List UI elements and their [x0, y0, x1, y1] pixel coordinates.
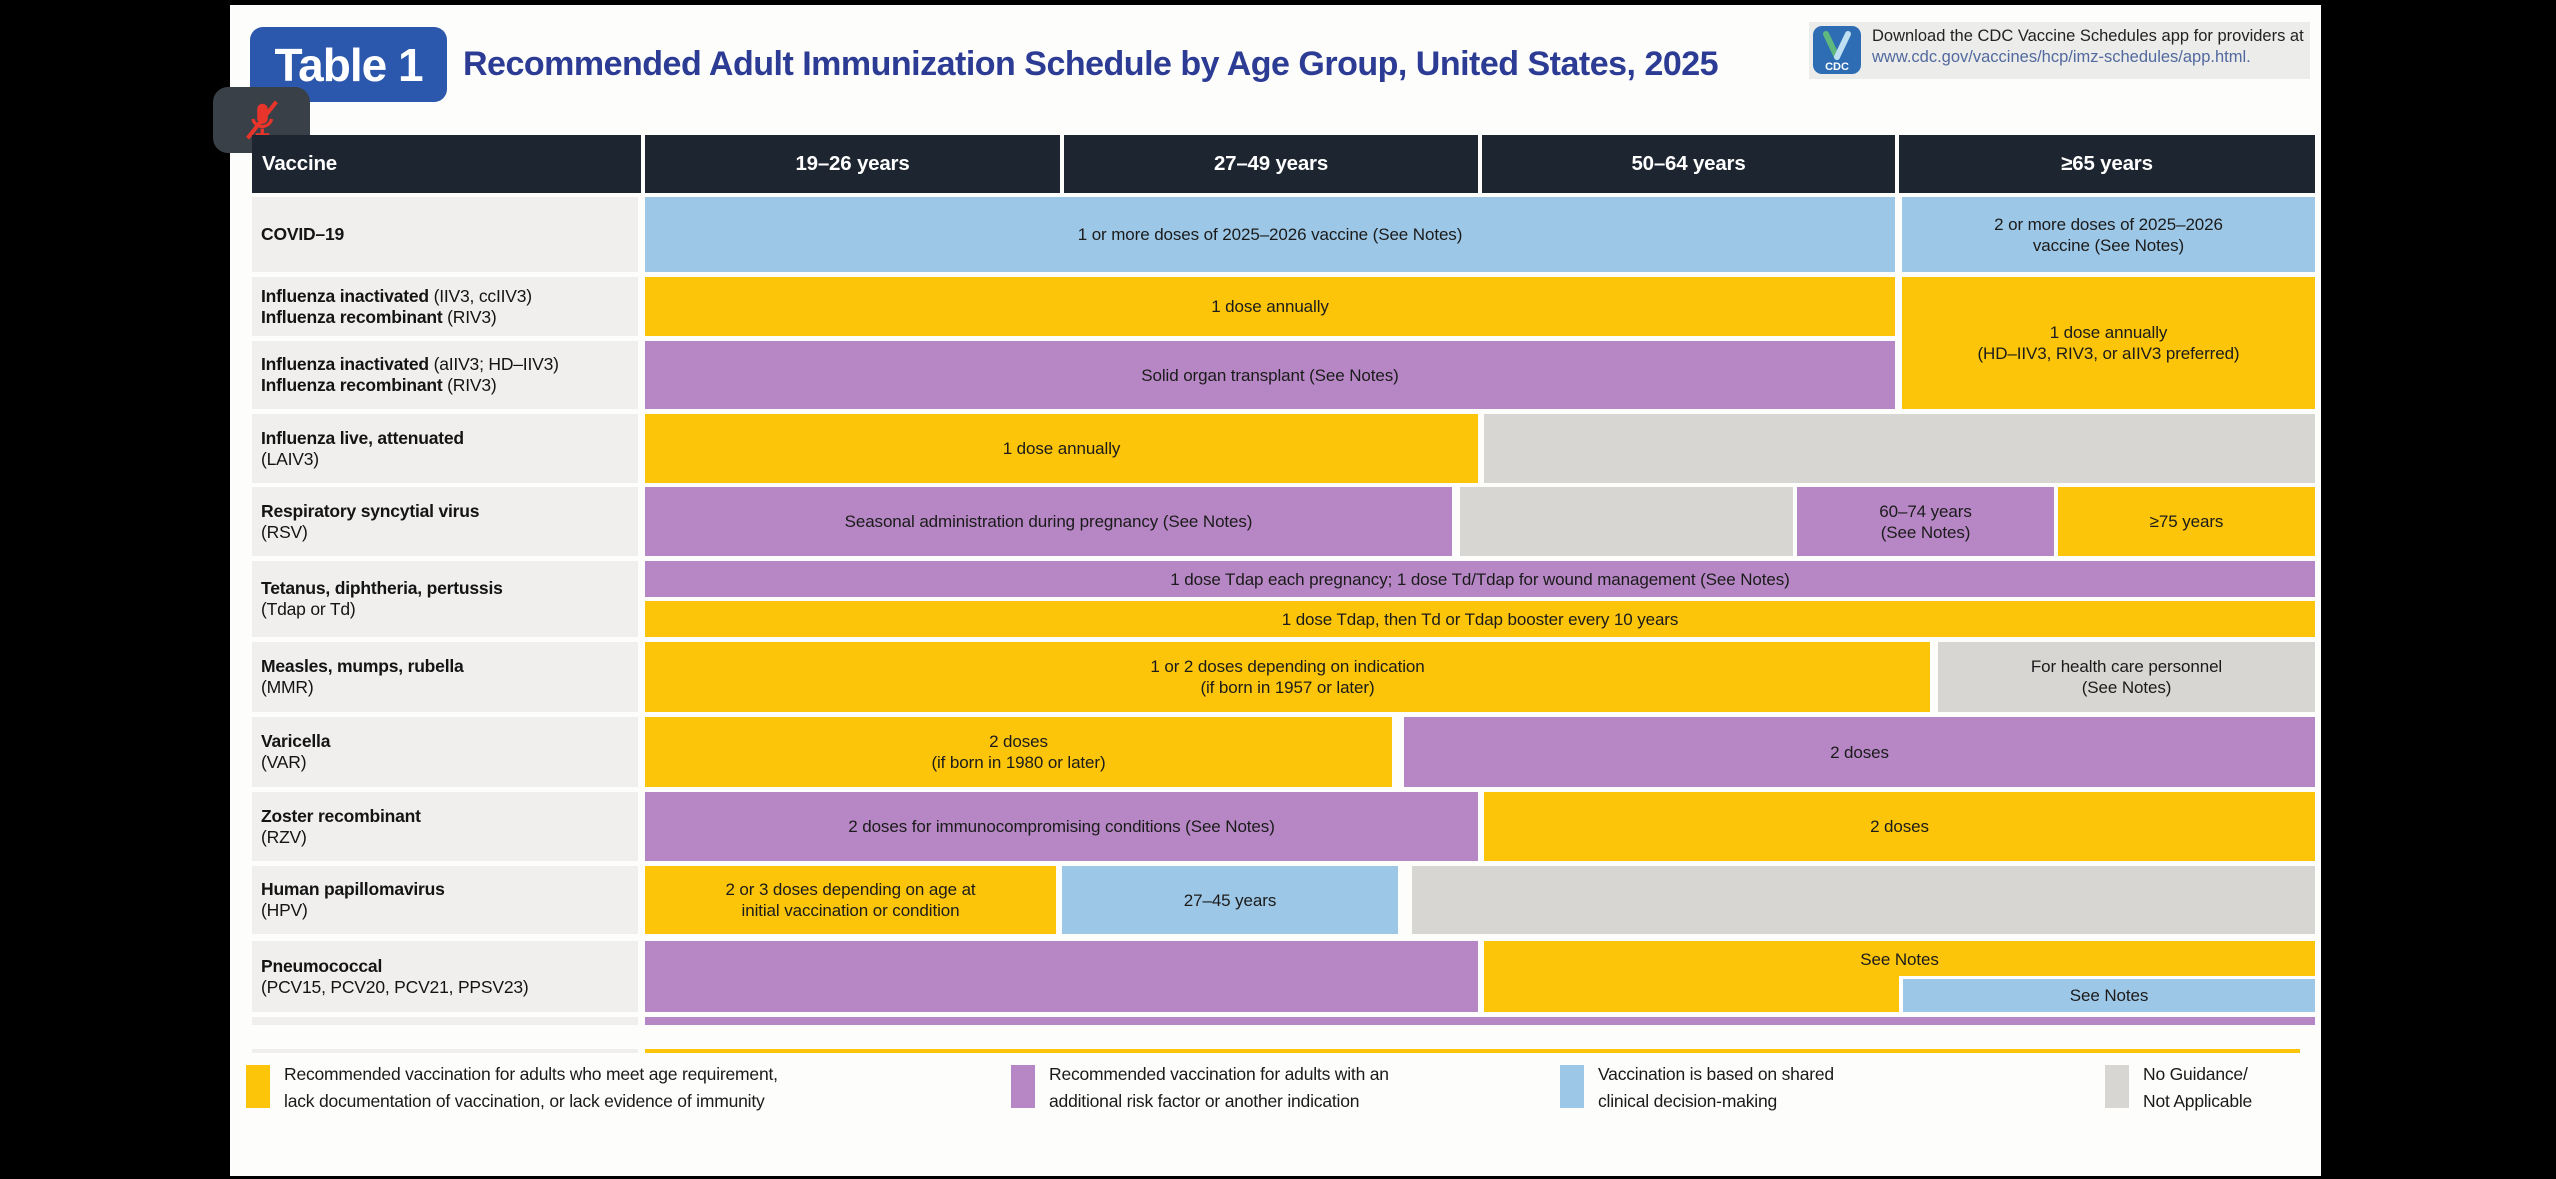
mic-muted-icon — [245, 100, 278, 140]
bar-var-2doses-risk: 2 doses — [1404, 717, 2315, 787]
bar-tdap-pregnancy: 1 dose Tdap each pregnancy; 1 dose Td/Td… — [645, 561, 2315, 597]
legend-text-recommended: Recommended vaccination for adults who m… — [284, 1064, 778, 1111]
bar-hpv-no-guidance — [1412, 866, 2315, 934]
bar-rsv-75plus: ≥75 years — [2058, 487, 2315, 556]
vaccine-name: Zoster recombinant — [261, 805, 421, 826]
row-label-hpv: Human papillomavirus (HPV) — [252, 866, 638, 934]
app-promo-text: Download the CDC Vaccine Schedules app f… — [1872, 26, 2304, 68]
bar-cropped-purple-sliver — [645, 1017, 2315, 1025]
vaccine-name: Influenza inactivated — [261, 285, 429, 306]
column-header-27-49: 27–49 years — [1064, 135, 1478, 193]
svg-text:CDC: CDC — [1825, 61, 1849, 73]
row-label-rsv: Respiratory syncytial virus (RSV) — [252, 487, 638, 556]
legend-swatch-recommended — [246, 1065, 270, 1108]
bar-flu-transplant: Solid organ transplant (See Notes) — [645, 341, 1895, 409]
bar-hpv-27-45: 27–45 years — [1062, 866, 1398, 934]
bar-laiv-annual: 1 dose annually — [645, 414, 1478, 483]
column-header-65plus: ≥65 years — [1899, 135, 2315, 193]
page-title: Recommended Adult Immunization Schedule … — [463, 45, 1719, 83]
row-label-mmr: Measles, mumps, rubella (MMR) — [252, 642, 638, 712]
bar-hpv-doses: 2 or 3 doses depending on age at initial… — [645, 866, 1056, 934]
legend-text-shared-decision: Vaccination is based on shared clinical … — [1598, 1064, 1834, 1111]
bar-rzv-immunocompromising: 2 doses for immunocompromising condition… — [645, 792, 1478, 861]
vaccine-name: Respiratory syncytial virus — [261, 500, 480, 521]
vaccine-name: Tetanus, diphtheria, pertussis — [261, 578, 503, 598]
vaccine-name: COVID–19 — [261, 224, 345, 244]
bar-covid-19-64: 1 or more doses of 2025–2026 vaccine (Se… — [645, 197, 1895, 272]
bar-tdap-booster: 1 dose Tdap, then Td or Tdap booster eve… — [645, 601, 2315, 637]
bar-mmr-hcp: For health care personnel (See Notes) — [1938, 642, 2315, 712]
bar-rsv-no-guidance — [1460, 487, 1793, 556]
row-label-influenza-iiv3: Influenza inactivated (IIV3, ccIIV3) Inf… — [252, 277, 638, 336]
column-header-50-64: 50–64 years — [1482, 135, 1895, 193]
row-label-influenza-aiiv3: Influenza inactivated (aIIV3; HD–IIV3) I… — [252, 341, 638, 409]
vaccine-name: Measles, mumps, rubella — [261, 656, 464, 676]
bar-flu-annual-65plus: 1 dose annually (HD–IIV3, RIV3, or aIIV3… — [1902, 277, 2315, 409]
bar-covid-65plus: 2 or more doses of 2025–2026 vaccine (Se… — [1902, 197, 2315, 272]
row-label-sliver2 — [252, 1049, 638, 1053]
bar-rzv-2doses: 2 doses — [1484, 792, 2315, 861]
bar-cropped-yellow-line — [645, 1049, 2300, 1053]
legend-swatch-shared-decision — [1560, 1065, 1584, 1108]
bar-pneumo-risk — [645, 941, 1478, 1012]
row-label-sliver — [252, 1017, 638, 1025]
legend-text-risk-factor: Recommended vaccination for adults with … — [1049, 1064, 1389, 1111]
row-label-var: Varicella (VAR) — [252, 717, 638, 787]
vaccine-name: Pneumococcal — [261, 955, 383, 976]
app-promo-line1: Download the CDC Vaccine Schedules app f… — [1872, 27, 2304, 45]
vaccine-name: Varicella — [261, 731, 331, 751]
legend-swatch-risk-factor — [1011, 1065, 1035, 1108]
bar-mmr-doses: 1 or 2 doses depending on indication (if… — [645, 642, 1930, 712]
row-label-pneumococcal: Pneumococcal (PCV15, PCV20, PCV21, PPSV2… — [252, 941, 638, 1012]
row-label-tdap: Tetanus, diphtheria, pertussis (Tdap or … — [252, 561, 638, 637]
bar-flu-annual-19-64: 1 dose annually — [645, 277, 1895, 336]
vaccine-name: Influenza live, attenuated — [261, 427, 464, 448]
row-label-covid19: COVID–19 — [252, 197, 638, 272]
app-promo-box — [1809, 22, 2310, 79]
app-promo-link[interactable]: www.cdc.gov/vaccines/hcp/imz-schedules/a… — [1872, 48, 2251, 66]
legend-swatch-no-guidance — [2105, 1065, 2129, 1108]
column-header-vaccine: Vaccine — [252, 135, 641, 193]
bar-rsv-pregnancy: Seasonal administration during pregnancy… — [645, 487, 1452, 556]
legend-text-no-guidance: No Guidance/ Not Applicable — [2143, 1064, 2253, 1111]
bar-var-2doses-1980: 2 doses (if born in 1980 or later) — [645, 717, 1392, 787]
row-label-rzv: Zoster recombinant (RZV) — [252, 792, 638, 861]
vaccine-name: Influenza inactivated — [261, 354, 429, 374]
bar-laiv-no-guidance — [1484, 414, 2315, 483]
bar-pneumo-see-notes-blue: See Notes — [1899, 976, 2315, 1012]
column-header-19-26: 19–26 years — [645, 135, 1060, 193]
cdc-vaccine-app-icon: CDC — [1813, 26, 1861, 74]
vaccine-name: Human papillomavirus — [261, 879, 445, 899]
row-label-laiv3: Influenza live, attenuated (LAIV3) — [252, 414, 638, 483]
bar-rsv-60-74: 60–74 years (See Notes) — [1797, 487, 2054, 556]
